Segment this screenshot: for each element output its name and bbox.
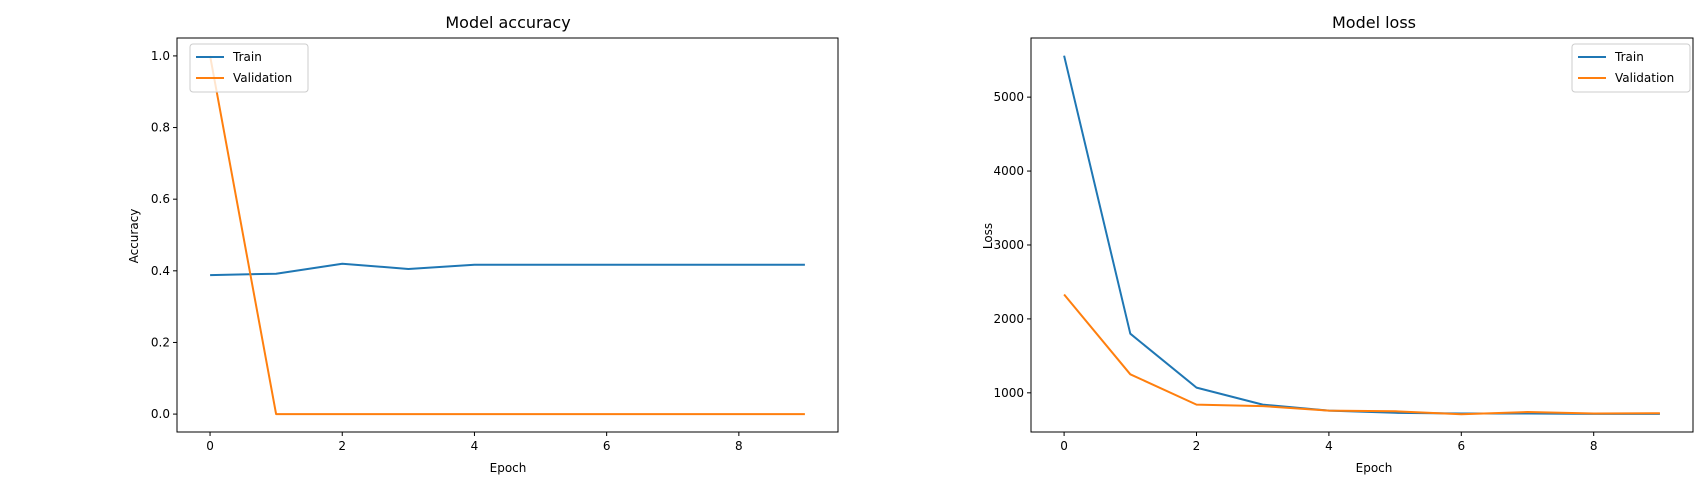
accuracy-x-tick-label: 0	[206, 439, 214, 453]
loss-y-axis-label: Loss	[981, 223, 995, 249]
accuracy-x-axis-label: Epoch	[490, 461, 527, 475]
accuracy-legend: Train Validation	[189, 43, 309, 93]
accuracy-axes-frame	[176, 37, 839, 433]
loss-legend-train-label: Train	[1614, 50, 1644, 64]
loss-x-tick-label: 4	[1325, 439, 1333, 453]
accuracy-y-tick-label: 0.4	[151, 264, 170, 278]
loss-x-tick-label: 6	[1457, 439, 1465, 453]
accuracy-y-tick-label: 0.8	[151, 121, 170, 135]
loss-x-axis-label: Epoch	[1356, 461, 1393, 475]
loss-y-tick-label: 1000	[993, 386, 1024, 400]
accuracy-x-tick-label: 6	[603, 439, 611, 453]
loss-chart: Model loss 0 2 4 6 8 1000 2000 3000 4000 5000 Epo…	[981, 13, 1694, 475]
loss-series-lines	[1063, 55, 1660, 416]
loss-validation-line	[1063, 293, 1660, 416]
loss-x-tick-label: 2	[1193, 439, 1201, 453]
accuracy-validation-line	[209, 55, 805, 416]
accuracy-chart: Model accuracy 0 2 4 6 8 0.0 0.2 0.4 0.6 0.8 1.0 E…	[127, 13, 839, 475]
loss-y-tick-label: 5000	[993, 90, 1024, 104]
loss-x-tick-label: 8	[1590, 439, 1598, 453]
loss-axes-frame	[1030, 37, 1694, 433]
accuracy-y-tick-label: 0.6	[151, 192, 170, 206]
accuracy-y-tick-label: 1.0	[151, 49, 170, 63]
accuracy-ticks: 0 2 4 6 8 0.0 0.2 0.4 0.6 0.8 1.0	[151, 49, 743, 453]
accuracy-y-tick-label: 0.2	[151, 335, 170, 349]
accuracy-y-axis-label: Accuracy	[127, 209, 141, 264]
accuracy-x-tick-label: 2	[338, 439, 346, 453]
accuracy-train-line	[210, 262, 805, 277]
accuracy-series-lines	[209, 55, 805, 416]
loss-x-tick-label: 0	[1060, 439, 1068, 453]
accuracy-legend-train-label: Train	[232, 50, 262, 64]
loss-legend: Train Validation	[1571, 43, 1691, 93]
loss-y-tick-label: 2000	[993, 312, 1024, 326]
accuracy-chart-title: Model accuracy	[445, 13, 570, 32]
loss-chart-title: Model loss	[1332, 13, 1416, 32]
loss-y-tick-label: 4000	[993, 164, 1024, 178]
loss-y-tick-label: 3000	[993, 238, 1024, 252]
loss-legend-validation-label: Validation	[1615, 71, 1674, 85]
accuracy-x-tick-label: 8	[735, 439, 743, 453]
loss-ticks: 0 2 4 6 8 1000 2000 3000 4000 5000	[993, 90, 1597, 453]
accuracy-x-tick-label: 4	[471, 439, 479, 453]
accuracy-legend-validation-label: Validation	[233, 71, 292, 85]
accuracy-y-tick-label: 0.0	[151, 407, 170, 421]
